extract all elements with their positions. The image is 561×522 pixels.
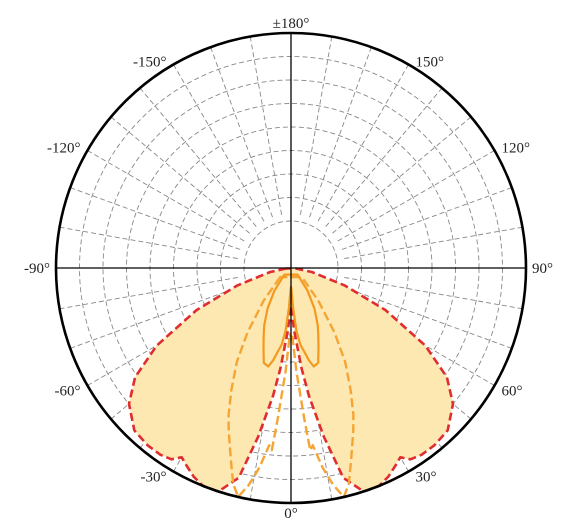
grid-spoke bbox=[341, 187, 512, 250]
outer-ring bbox=[54, 31, 528, 505]
angle-tick-label: 60° bbox=[502, 384, 523, 400]
grid-spoke bbox=[337, 150, 495, 242]
angle-tick-label: -90° bbox=[24, 261, 50, 277]
angle-tick-label: ±180° bbox=[273, 16, 310, 32]
angle-tick-label: -150° bbox=[133, 54, 167, 70]
polar-axes bbox=[54, 31, 528, 505]
grid-spoke bbox=[59, 226, 238, 260]
angle-tick-label: -60° bbox=[54, 384, 80, 400]
angle-tick-label: 0° bbox=[284, 506, 298, 522]
grid-spoke bbox=[325, 87, 443, 227]
grid-spoke bbox=[87, 150, 245, 242]
grid-spoke bbox=[332, 116, 472, 234]
angle-tick-labels: 0° 30° 60° 90° 120° 150° ±180° -150° -120° -90° -6… bbox=[24, 16, 553, 522]
grid-spoke bbox=[110, 116, 250, 234]
grid-spoke bbox=[139, 87, 257, 227]
grid-spoke bbox=[210, 47, 273, 218]
grid-spoke bbox=[70, 286, 241, 349]
angle-tick-label: 30° bbox=[416, 470, 437, 486]
grid-spoke bbox=[299, 36, 333, 215]
angle-tick-label: 90° bbox=[532, 261, 553, 277]
grid-spoke bbox=[309, 47, 372, 218]
angle-tick-label: -120° bbox=[47, 141, 81, 157]
grid-spoke bbox=[173, 64, 265, 222]
grid-spoke bbox=[317, 64, 409, 222]
grid-spoke bbox=[249, 36, 283, 215]
series-outer-envelope bbox=[127, 267, 455, 493]
angle-tick-label: -30° bbox=[141, 470, 167, 486]
grid-spoke bbox=[341, 286, 512, 349]
angle-tick-label: 120° bbox=[502, 141, 531, 157]
angle-tick-label: 150° bbox=[416, 54, 445, 70]
grid-spoke bbox=[70, 187, 241, 250]
grid-spoke bbox=[344, 276, 523, 310]
grid-spoke bbox=[59, 276, 238, 310]
grid-spoke bbox=[344, 226, 523, 260]
